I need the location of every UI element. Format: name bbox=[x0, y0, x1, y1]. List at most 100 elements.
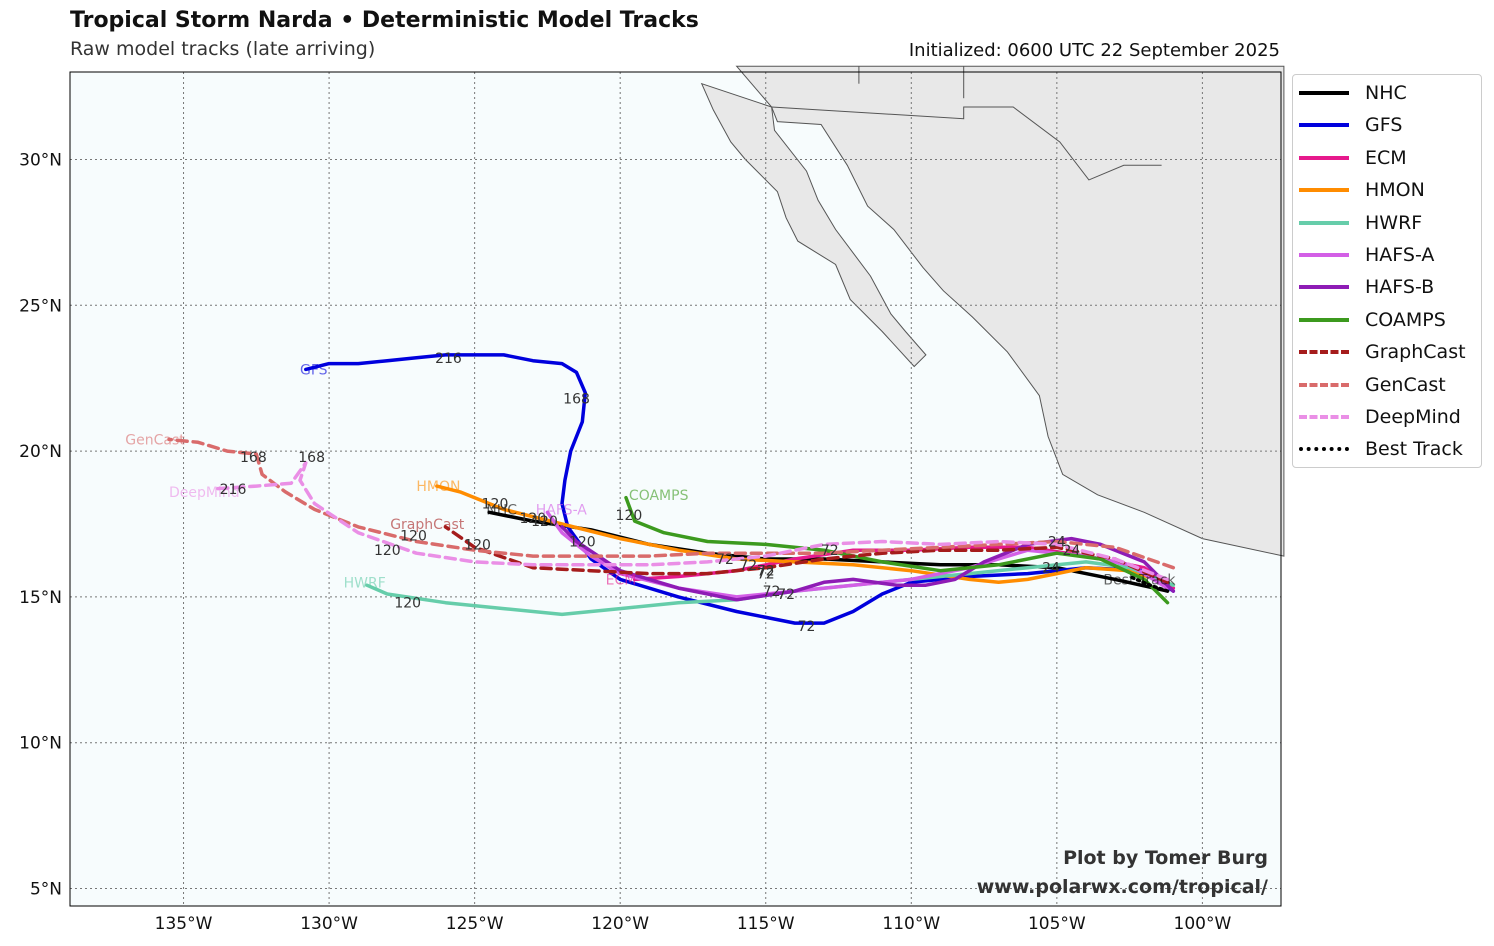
forecast-hour-label: 120 bbox=[569, 534, 596, 550]
initialized-time: Initialized: 0600 UTC 22 September 2025 bbox=[908, 40, 1280, 61]
forecast-hour-label: 168 bbox=[240, 450, 267, 466]
credit-url: www.polarwx.com/tropical/ bbox=[977, 876, 1268, 898]
legend: NHC GFS ECM HMON HWRF HAFS-A HAFS-B COAMPS Graph… bbox=[1292, 74, 1482, 468]
forecast-hour-label: 72 bbox=[716, 552, 734, 568]
track-gencast bbox=[167, 437, 1176, 570]
legend-item: COAMPS bbox=[1299, 305, 1446, 335]
forecast-hour-label: 24 bbox=[1048, 534, 1066, 550]
lat-tick-label: 30°N bbox=[19, 150, 62, 170]
track-name-label: DeepMind bbox=[169, 485, 240, 501]
legend-item: Best Track bbox=[1299, 434, 1463, 464]
forecast-hour-label: 168 bbox=[563, 392, 590, 408]
legend-swatch bbox=[1299, 415, 1349, 419]
track-name-label: ECM bbox=[606, 572, 637, 588]
legend-label: HAFS-A bbox=[1365, 244, 1435, 266]
us-mexico-border bbox=[771, 106, 1162, 181]
land-layer bbox=[700, 65, 1285, 557]
track-hafs-b bbox=[560, 525, 1176, 602]
forecast-hour-label: 120 bbox=[374, 543, 401, 559]
forecast-hour-label: 72 bbox=[798, 619, 816, 635]
track-coamps bbox=[624, 495, 1170, 605]
track-hmon bbox=[435, 484, 1176, 587]
forecast-hour-label: 24 bbox=[1042, 561, 1060, 577]
legend-swatch bbox=[1299, 285, 1349, 290]
legend-label: HMON bbox=[1365, 179, 1425, 202]
legend-item: HAFS-B bbox=[1299, 272, 1434, 302]
lon-tick-label: 130°W bbox=[300, 914, 358, 934]
legend-item: HWRF bbox=[1299, 208, 1422, 238]
forecast-hour-label: 216 bbox=[220, 482, 247, 498]
legend-label: HAFS-B bbox=[1365, 276, 1435, 299]
forecast-hour-label: 168 bbox=[298, 450, 325, 466]
track-graphcast bbox=[443, 525, 1170, 585]
track-name-label: COAMPS bbox=[629, 488, 689, 504]
legend-item: NHC bbox=[1299, 78, 1407, 108]
lon-tick-label: 115°W bbox=[737, 914, 795, 934]
credit-author: Plot by Tomer Burg bbox=[1063, 847, 1268, 869]
lon-tick-label: 110°W bbox=[882, 914, 940, 934]
forecast-hour-label: 120 bbox=[482, 497, 509, 513]
lon-tick-label: 105°W bbox=[1028, 914, 1086, 934]
track-name-label: HAFS-A bbox=[536, 502, 588, 518]
legend-label: COAMPS bbox=[1365, 308, 1446, 331]
lon-tick-label: 100°W bbox=[1174, 914, 1232, 934]
legend-label: GenCast bbox=[1365, 373, 1446, 396]
legend-swatch bbox=[1299, 350, 1349, 355]
forecast-hour-label: 72 bbox=[763, 584, 781, 600]
axis-labels: 30°N 25°N 20°N 15°N 10°N 5°N 135°W 130°W 125°W 12… bbox=[19, 150, 1231, 934]
chart-title: Tropical Storm Narda • Deterministic Mod… bbox=[70, 8, 699, 33]
legend-label: ECM bbox=[1365, 146, 1407, 169]
mainland-mexico bbox=[735, 65, 1285, 557]
legend-label: Best Track bbox=[1365, 438, 1463, 461]
forecast-hour-label: 72 bbox=[739, 558, 757, 574]
forecast-hour-label: 72 bbox=[757, 567, 775, 583]
legend-item: ECM bbox=[1299, 143, 1407, 173]
legend-item: GraphCast bbox=[1299, 337, 1466, 367]
forecast-hour-label: 216 bbox=[435, 351, 462, 367]
legend-swatch bbox=[1299, 123, 1349, 128]
legend-swatch bbox=[1299, 447, 1349, 452]
legend-item: DeepMind bbox=[1299, 402, 1461, 432]
legend-item: HAFS-A bbox=[1299, 240, 1434, 270]
map-frame bbox=[69, 71, 1282, 907]
track-labels: NHC 24 72 120 GFS 72 168 216 ECM 72 HMON 72 120 HWRF 1… bbox=[125, 351, 1176, 635]
lat-tick-label: 25°N bbox=[19, 296, 62, 316]
track-gfs bbox=[304, 353, 1176, 625]
forecast-hour-label: 120 bbox=[394, 596, 421, 612]
legend-label: HWRF bbox=[1365, 211, 1423, 234]
legend-swatch bbox=[1299, 155, 1349, 160]
forecast-hour-label: 120 bbox=[519, 511, 546, 527]
track-name-label: HWRF bbox=[344, 575, 386, 591]
legend-swatch bbox=[1299, 220, 1349, 225]
track-deepmind bbox=[210, 461, 1170, 582]
track-name-label: GenCast bbox=[125, 432, 185, 448]
chart-subtitle: Raw model tracks (late arriving) bbox=[70, 38, 376, 60]
track-best-track bbox=[1127, 574, 1170, 593]
forecast-hour-label: 120 bbox=[400, 529, 427, 545]
lat-tick-label: 5°N bbox=[30, 880, 62, 900]
lon-tick-label: 125°W bbox=[446, 914, 504, 934]
legend-swatch bbox=[1299, 253, 1349, 257]
legend-item: GFS bbox=[1299, 110, 1402, 140]
forecast-hour-label: 120 bbox=[464, 537, 491, 553]
legend-label: NHC bbox=[1365, 82, 1407, 104]
track-name-label: NHC bbox=[486, 502, 517, 518]
legend-swatch bbox=[1299, 317, 1349, 322]
forecast-hour-label: 120 bbox=[531, 514, 558, 530]
legend-label: GraphCast bbox=[1365, 341, 1466, 364]
baja-california bbox=[700, 82, 927, 368]
lat-tick-label: 20°N bbox=[19, 442, 62, 462]
legend-swatch bbox=[1299, 188, 1349, 193]
forecast-hour-label: 120 bbox=[616, 508, 643, 524]
graticule bbox=[70, 72, 1281, 906]
track-name-label: GraphCast bbox=[390, 517, 465, 533]
legend-swatch bbox=[1299, 91, 1349, 95]
model-tracks bbox=[167, 353, 1176, 625]
track-name-label: Best Track bbox=[1103, 572, 1176, 588]
lat-tick-label: 15°N bbox=[19, 588, 62, 608]
track-name-label: HMON bbox=[416, 479, 460, 495]
forecast-hour-label: 72 bbox=[757, 564, 775, 580]
lon-tick-label: 135°W bbox=[155, 914, 213, 934]
legend-swatch bbox=[1299, 382, 1349, 387]
